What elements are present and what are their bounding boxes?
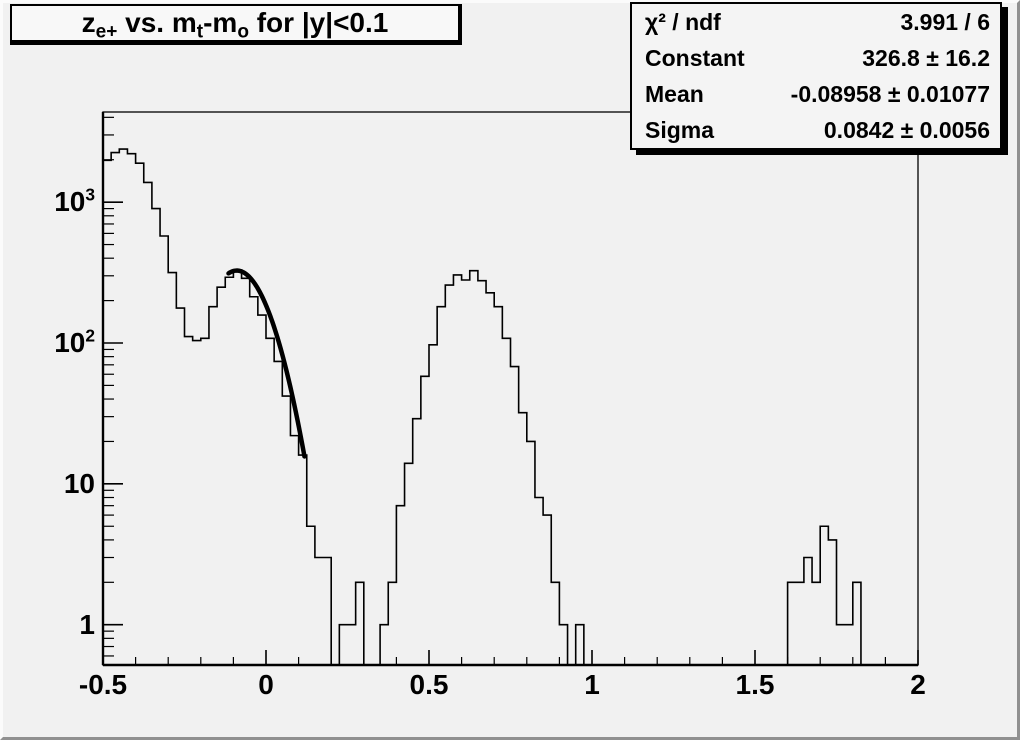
stats-row-value: 3.991 / 6 xyxy=(900,8,990,35)
x-tick-label: 0 xyxy=(258,669,274,700)
title-subscript: o xyxy=(237,21,249,43)
title-subscript: e+ xyxy=(95,21,118,43)
stats-row-value: 0.0842 ± 0.0056 xyxy=(823,116,990,143)
stats-row: χ² / ndf 3.991 / 6 xyxy=(632,4,1000,40)
stats-row-label: Sigma xyxy=(645,116,715,143)
x-tick-label: 1 xyxy=(584,669,600,700)
x-tick-label: -0.5 xyxy=(78,669,128,700)
title-subscript: t xyxy=(196,21,204,43)
title-text-segment: for |y|<0.1 xyxy=(248,7,389,38)
title-text-segment: -m xyxy=(203,7,238,38)
y-tick-label: 103 xyxy=(54,184,95,218)
stats-row-value: -0.08958 ± 0.01077 xyxy=(790,80,990,107)
title-box: ze+ vs. mt-mo for |y|<0.1 xyxy=(10,4,462,45)
x-tick-label: 0.5 xyxy=(409,669,449,700)
title-text-segment: z xyxy=(81,7,96,38)
stats-row: Mean -0.08958 ± 0.01077 xyxy=(632,76,1000,112)
stats-row: Sigma 0.0842 ± 0.0056 xyxy=(632,112,1000,148)
y-tick-label: 1 xyxy=(79,608,95,640)
plot-title: ze+ vs. mt-mo for |y|<0.1 xyxy=(81,7,389,42)
title-text-segment: vs. m xyxy=(117,7,197,38)
stats-box: χ² / ndf 3.991 / 6 Constant 326.8 ± 16.2 Mea… xyxy=(630,2,1002,150)
x-tick-label: 1.5 xyxy=(735,669,775,700)
y-tick-label: 102 xyxy=(54,325,95,358)
stats-row: Constant 326.8 ± 16.2 xyxy=(632,40,1000,76)
stats-row-label: Mean xyxy=(645,80,704,107)
stats-row-label: Constant xyxy=(645,44,745,71)
y-tick-label: 10 xyxy=(63,467,95,499)
fit-curve xyxy=(226,268,307,459)
histogram-line xyxy=(102,148,918,666)
stats-row-value: 326.8 ± 16.2 xyxy=(862,44,990,71)
stats-row-label: χ² / ndf xyxy=(645,8,721,35)
x-tick-label: 2 xyxy=(910,669,926,700)
